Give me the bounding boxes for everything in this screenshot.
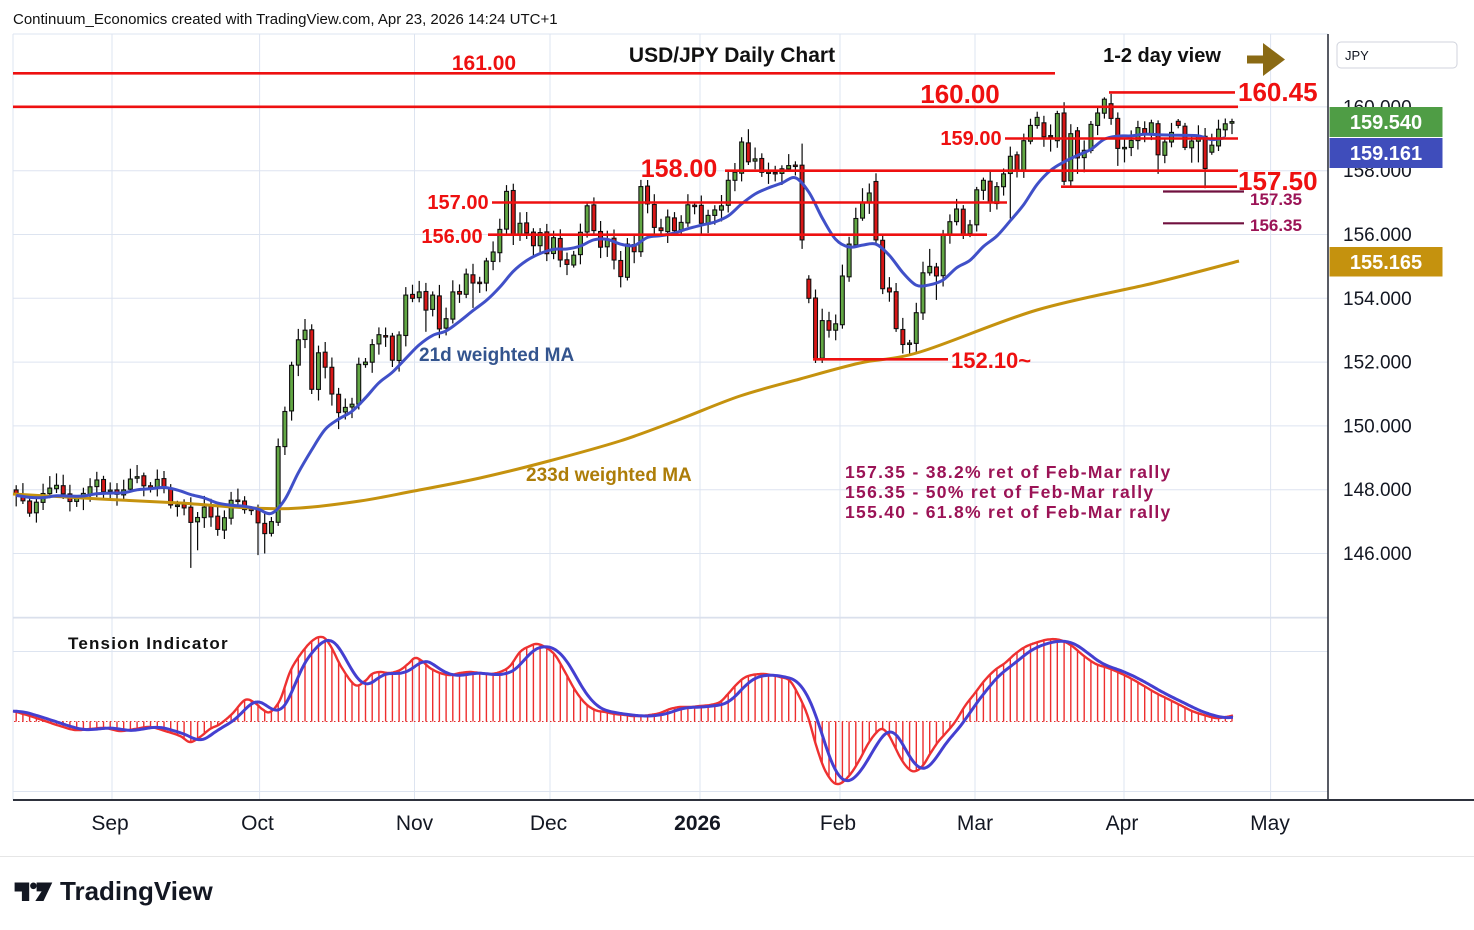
svg-text:157.35 - 38.2% ret of Feb-Mar: 157.35 - 38.2% ret of Feb-Mar rally: [845, 462, 1172, 482]
svg-text:157.00: 157.00: [427, 192, 488, 214]
svg-text:156.35: 156.35: [1250, 216, 1302, 235]
svg-text:158.00: 158.00: [641, 155, 717, 183]
svg-text:Apr: Apr: [1106, 812, 1139, 835]
svg-text:152.000: 152.000: [1343, 353, 1412, 374]
svg-text:159.00: 159.00: [940, 128, 1001, 150]
svg-text:2026: 2026: [674, 812, 721, 835]
svg-text:Dec: Dec: [530, 812, 567, 835]
svg-text:146.000: 146.000: [1343, 544, 1412, 565]
svg-text:USD/JPY Daily Chart: USD/JPY Daily Chart: [629, 44, 835, 67]
svg-text:233d weighted MA: 233d weighted MA: [526, 465, 692, 486]
svg-text:Tension Indicator: Tension Indicator: [68, 634, 229, 653]
svg-text:May: May: [1250, 812, 1290, 835]
svg-text:157.35: 157.35: [1250, 190, 1302, 209]
svg-text:160.45: 160.45: [1238, 77, 1318, 107]
svg-text:157.50: 157.50: [1238, 166, 1318, 196]
svg-text:21d weighted MA: 21d weighted MA: [419, 345, 574, 366]
svg-text:155.40 - 61.8% ret of Feb-Mar: 155.40 - 61.8% ret of Feb-Mar rally: [845, 502, 1172, 522]
svg-text:159.161: 159.161: [1350, 143, 1422, 165]
svg-text:Sep: Sep: [91, 812, 128, 835]
svg-text:161.00: 161.00: [452, 52, 516, 75]
svg-text:156.000: 156.000: [1343, 225, 1412, 246]
svg-text:TradingView: TradingView: [60, 876, 213, 906]
svg-text:155.165: 155.165: [1350, 252, 1422, 274]
svg-text:156.00: 156.00: [421, 226, 482, 248]
svg-text:1-2 day view: 1-2 day view: [1103, 45, 1221, 67]
svg-text:152.10~: 152.10~: [951, 348, 1031, 373]
svg-text:Feb: Feb: [820, 812, 856, 835]
svg-text:Nov: Nov: [396, 812, 434, 835]
svg-text:150.000: 150.000: [1343, 416, 1412, 437]
svg-text:160.00: 160.00: [920, 79, 1000, 109]
svg-text:JPY: JPY: [1345, 48, 1369, 63]
svg-text:Mar: Mar: [957, 812, 993, 835]
svg-text:Continuum_Economics created wi: Continuum_Economics created with Trading…: [13, 11, 558, 28]
svg-text:154.000: 154.000: [1343, 289, 1412, 310]
svg-text:Oct: Oct: [241, 812, 274, 835]
svg-text:159.540: 159.540: [1350, 112, 1422, 134]
svg-text:156.35 - 50% ret of Feb-Mar ra: 156.35 - 50% ret of Feb-Mar rally: [845, 482, 1154, 502]
svg-text:148.000: 148.000: [1343, 480, 1412, 501]
